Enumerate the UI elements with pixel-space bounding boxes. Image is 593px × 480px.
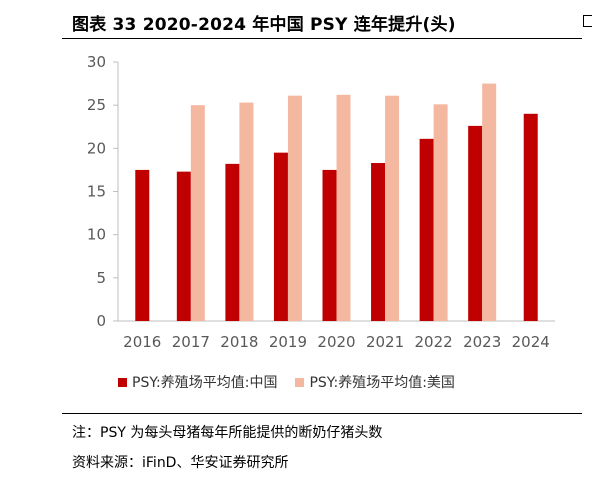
x-tick-label: 2021 [366,333,404,351]
bar-china [322,169,337,321]
legend-swatch-usa [295,377,305,387]
legend-item-china: PSY:养殖场平均值:中国 [118,372,277,392]
y-tick-label: 10 [87,226,106,244]
bar-usa [482,83,497,321]
bar-china [273,152,288,321]
x-tick-label: 2022 [415,333,453,351]
x-tick-label: 2023 [463,333,501,351]
x-tick-label: 2018 [220,333,258,351]
y-tick-label: 25 [87,96,106,114]
legend-item-usa: PSY:养殖场平均值:美国 [295,372,455,392]
title-rule [62,38,582,39]
bar-china [176,171,191,321]
corner-mark [583,15,592,27]
x-tick-label: 2020 [317,333,355,351]
x-tick-label: 2017 [172,333,210,351]
y-tick-label: 20 [87,139,106,157]
x-tick-label: 2019 [269,333,307,351]
bar-usa [287,95,302,321]
chart-title: 图表 33 2020-2024 年中国 PSY 连年提升(头) [72,15,456,35]
chart-legend: PSY:养殖场平均值:中国 PSY:养殖场平均值:美国 [118,372,455,392]
y-tick-label: 5 [96,269,106,287]
bar-china [523,113,538,321]
bar-china [371,163,386,321]
data-source: 资料来源：iFinD、华安证券研究所 [72,455,289,471]
legend-swatch-china [118,377,127,387]
bar-china [135,169,150,321]
legend-label-china: PSY:养殖场平均值:中国 [132,375,278,391]
bar-usa [433,104,448,321]
bar-china [468,125,483,322]
bar-china [419,138,434,321]
footnote: 注：PSY 为每头母猪每年所能提供的断奶仔猪头数 [72,425,383,441]
bar-china [225,163,240,321]
y-tick-label: 30 [87,53,106,71]
bar-usa [239,102,254,322]
y-tick-label: 0 [96,312,106,330]
x-tick-label: 2024 [512,333,550,351]
bar-usa [385,95,400,321]
x-tick-label: 2016 [123,333,161,351]
bar-usa [190,105,205,322]
footer-rule [62,413,582,414]
bar-usa [336,94,351,321]
y-tick-label: 15 [87,183,106,201]
bar-chart: 0 5 10 15 20 25 30 2016 2017 2018 2019 2020 2021 2022… [87,53,555,351]
legend-label-usa: PSY:养殖场平均值:美国 [309,375,455,391]
